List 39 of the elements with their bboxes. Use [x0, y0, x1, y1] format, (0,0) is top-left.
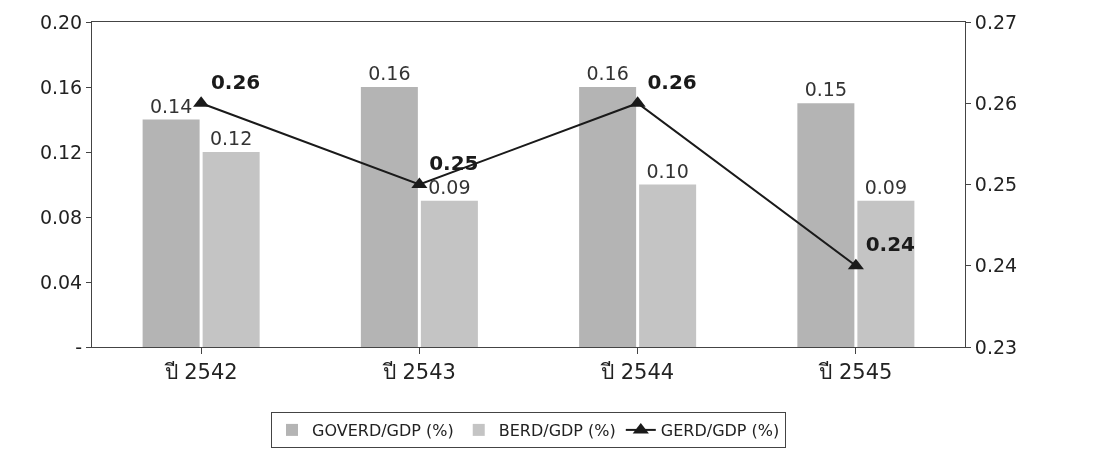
y-tick-label: 0.08: [39, 205, 83, 228]
bar: [797, 103, 855, 347]
legend-label: BERD/GDP (%): [498, 421, 616, 441]
y2-tick-label: 0.25: [974, 173, 1018, 196]
data-label: 0.09: [428, 175, 471, 198]
y-tick-label: 0.16: [39, 75, 83, 98]
y2-tick-label: 0.24: [974, 254, 1018, 277]
bar: [420, 200, 478, 347]
y2-tick-label: 0.26: [974, 91, 1018, 114]
data-label: 0.15: [804, 78, 848, 101]
x-tick-label: ปี 2544: [600, 360, 675, 385]
y-tick-label: -: [75, 335, 83, 358]
data-label: 0.26: [210, 69, 261, 94]
x-tick-label: ปี 2545: [818, 360, 893, 385]
data-label: 0.25: [429, 150, 479, 175]
y-tick-label: 0.12: [39, 140, 83, 163]
point: [847, 258, 864, 270]
data-label: 0.10: [646, 159, 689, 182]
bar: [639, 184, 697, 347]
x-tick-label: ปี 2543: [381, 360, 456, 385]
legend-label: GERD/GDP (%): [660, 421, 780, 441]
data-label: 0.26: [647, 69, 697, 94]
bar: [142, 119, 200, 347]
data-label: 0.14: [149, 94, 193, 117]
y2-tick-label: 0.27: [974, 10, 1018, 33]
bar: [857, 200, 915, 347]
data-label: 0.16: [368, 62, 411, 84]
y-tick-label: 0.04: [39, 270, 83, 293]
data-label: 0.16: [586, 62, 629, 84]
y2-tick-label: 0.23: [974, 335, 1018, 358]
bar: [360, 87, 418, 347]
data-label: 0.24: [865, 232, 915, 256]
bar: [202, 152, 260, 347]
bar: [579, 87, 637, 347]
data-label: 0.12: [209, 127, 253, 149]
x-tick-label: ปี 2542: [163, 360, 238, 385]
legend-label: GOVERD/GDP (%): [312, 421, 454, 441]
y-tick-label: 0.20: [39, 10, 83, 33]
data-label: 0.09: [864, 175, 908, 198]
